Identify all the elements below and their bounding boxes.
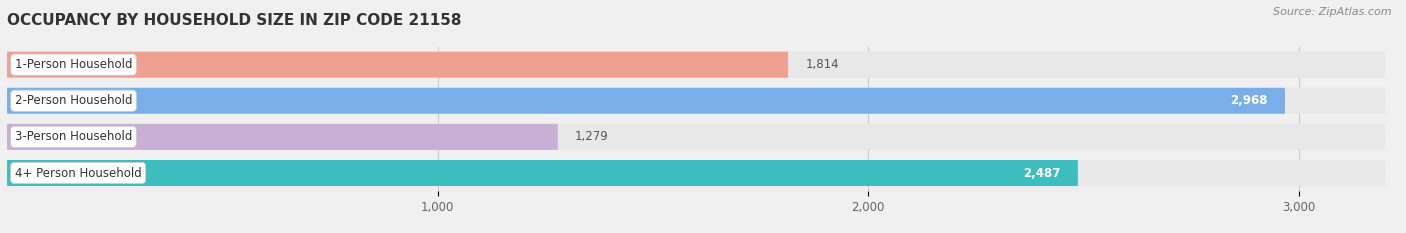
FancyBboxPatch shape <box>7 88 1385 114</box>
FancyBboxPatch shape <box>7 124 1385 150</box>
FancyBboxPatch shape <box>7 88 1285 114</box>
Text: 3-Person Household: 3-Person Household <box>15 130 132 143</box>
Text: 2,487: 2,487 <box>1024 167 1060 179</box>
Text: 1-Person Household: 1-Person Household <box>15 58 132 71</box>
FancyBboxPatch shape <box>7 124 558 150</box>
FancyBboxPatch shape <box>7 160 1385 186</box>
Text: Source: ZipAtlas.com: Source: ZipAtlas.com <box>1274 7 1392 17</box>
Text: 2,968: 2,968 <box>1230 94 1268 107</box>
FancyBboxPatch shape <box>7 52 1385 78</box>
Text: 4+ Person Household: 4+ Person Household <box>15 167 142 179</box>
Text: 1,814: 1,814 <box>806 58 839 71</box>
FancyBboxPatch shape <box>7 160 1078 186</box>
Text: 1,279: 1,279 <box>575 130 609 143</box>
FancyBboxPatch shape <box>7 52 789 78</box>
Text: 2-Person Household: 2-Person Household <box>15 94 132 107</box>
Text: OCCUPANCY BY HOUSEHOLD SIZE IN ZIP CODE 21158: OCCUPANCY BY HOUSEHOLD SIZE IN ZIP CODE … <box>7 13 461 28</box>
